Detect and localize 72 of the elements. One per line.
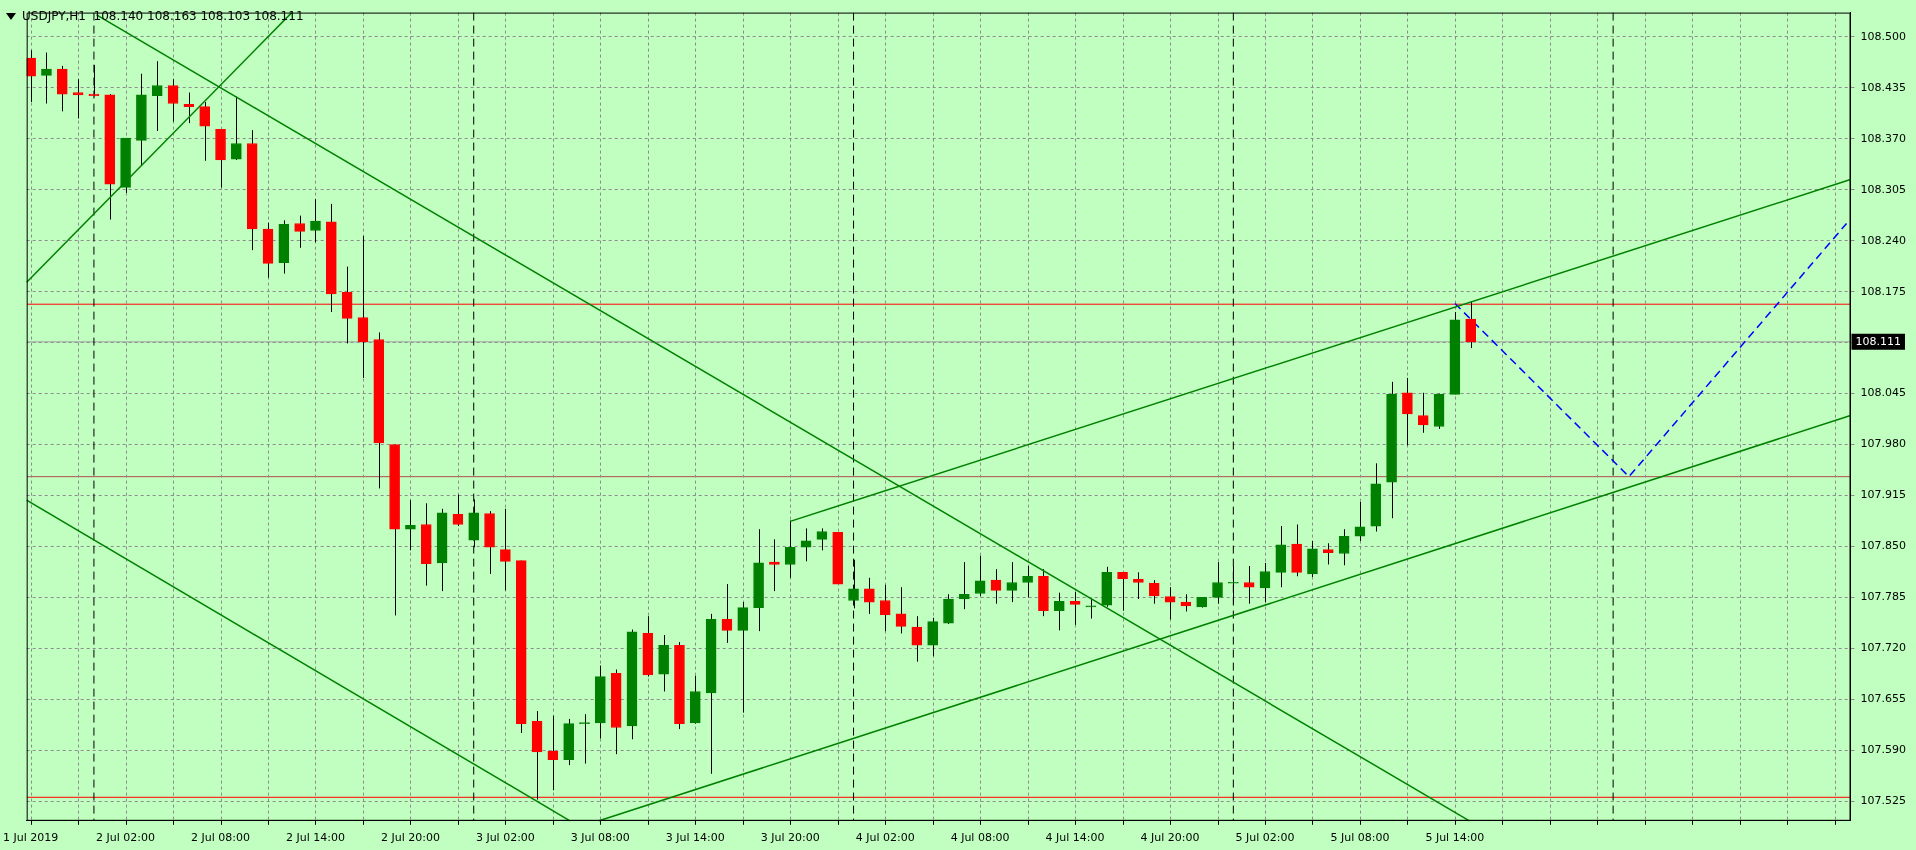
candlestick — [879, 584, 891, 632]
candlestick — [1307, 540, 1318, 578]
candlestick — [943, 593, 954, 625]
candlestick — [1085, 598, 1097, 620]
candlestick — [1212, 561, 1223, 605]
x-tick-label: 4 Jul 20:00 — [1140, 831, 1200, 845]
candlestick — [721, 583, 733, 644]
candlestick — [958, 561, 970, 610]
x-tick-label: 1 Jul 2019 — [3, 831, 59, 845]
candlestick — [927, 617, 938, 657]
y-tick-label: 107.850 — [1860, 539, 1907, 553]
candlestick — [167, 78, 179, 123]
candlestick — [1022, 565, 1033, 598]
y-tick-label: 107.720 — [1860, 641, 1907, 655]
y-tick-label: 108.370 — [1860, 131, 1907, 145]
x-tick-label: 2 Jul 08:00 — [191, 831, 251, 845]
candlestick — [1069, 591, 1081, 626]
candlestick — [737, 601, 749, 714]
y-tick-label: 108.175 — [1860, 284, 1907, 298]
candlestick — [41, 52, 52, 105]
candlestick — [1117, 571, 1128, 612]
candlestick — [231, 95, 242, 161]
y-tick-label: 107.785 — [1860, 590, 1907, 604]
candlestick — [151, 60, 163, 132]
candlestick — [974, 555, 986, 597]
x-tick-label: 5 Jul 14:00 — [1425, 831, 1485, 845]
candlestick — [990, 568, 1002, 605]
y-tick-label: 107.525 — [1860, 794, 1907, 808]
y-tick-label: 107.655 — [1860, 692, 1907, 706]
candlestick — [1133, 571, 1144, 600]
candlestick — [1354, 501, 1366, 542]
x-tick-label: 2 Jul 02:00 — [96, 831, 156, 845]
candlestick — [1053, 592, 1065, 631]
candlestick — [1417, 392, 1429, 434]
y-tick-label: 107.590 — [1860, 743, 1907, 757]
candlestick — [199, 101, 211, 162]
x-tick-label: 4 Jul 14:00 — [1045, 831, 1105, 845]
x-tick-label: 3 Jul 20:00 — [760, 831, 820, 845]
x-tick-label: 4 Jul 02:00 — [855, 831, 915, 845]
y-tick-label: 107.915 — [1860, 488, 1907, 502]
x-tick-label: 4 Jul 08:00 — [950, 831, 1010, 845]
candlestick — [1338, 528, 1350, 566]
x-tick-label: 5 Jul 02:00 — [1235, 831, 1295, 845]
y-tick-label: 108.305 — [1860, 182, 1907, 196]
candlestick — [56, 65, 68, 112]
x-tick-label: 3 Jul 08:00 — [570, 831, 630, 845]
y-tick-label: 108.435 — [1860, 80, 1907, 94]
candlestick — [500, 508, 511, 591]
candlestick — [310, 198, 321, 243]
candlestick — [800, 527, 812, 562]
candlestick — [895, 586, 907, 634]
candlestick — [405, 499, 416, 551]
x-tick-label: 3 Jul 14:00 — [665, 831, 725, 845]
ref-line-label: 108.111 — [1855, 334, 1902, 348]
x-tick-label: 3 Jul 02:00 — [475, 831, 535, 845]
candlestick — [1322, 542, 1334, 565]
candlestick — [1259, 562, 1271, 603]
x-tick-label: 2 Jul 20:00 — [380, 831, 440, 845]
x-tick-label: 5 Jul 08:00 — [1330, 831, 1390, 845]
candlestick — [294, 215, 305, 249]
y-tick-label: 108.500 — [1860, 29, 1907, 43]
candlestick — [452, 494, 464, 527]
y-tick-label: 108.240 — [1860, 233, 1907, 247]
candlestick — [816, 527, 828, 551]
candlestick — [1402, 377, 1413, 446]
x-tick-label: 2 Jul 14:00 — [286, 831, 345, 845]
candlestick — [769, 538, 780, 592]
y-tick-label: 107.980 — [1860, 437, 1907, 451]
candlestick — [1006, 561, 1018, 603]
y-tick-label: 108.045 — [1860, 386, 1907, 400]
candlestick — [1243, 565, 1255, 605]
candlestick — [911, 615, 923, 663]
